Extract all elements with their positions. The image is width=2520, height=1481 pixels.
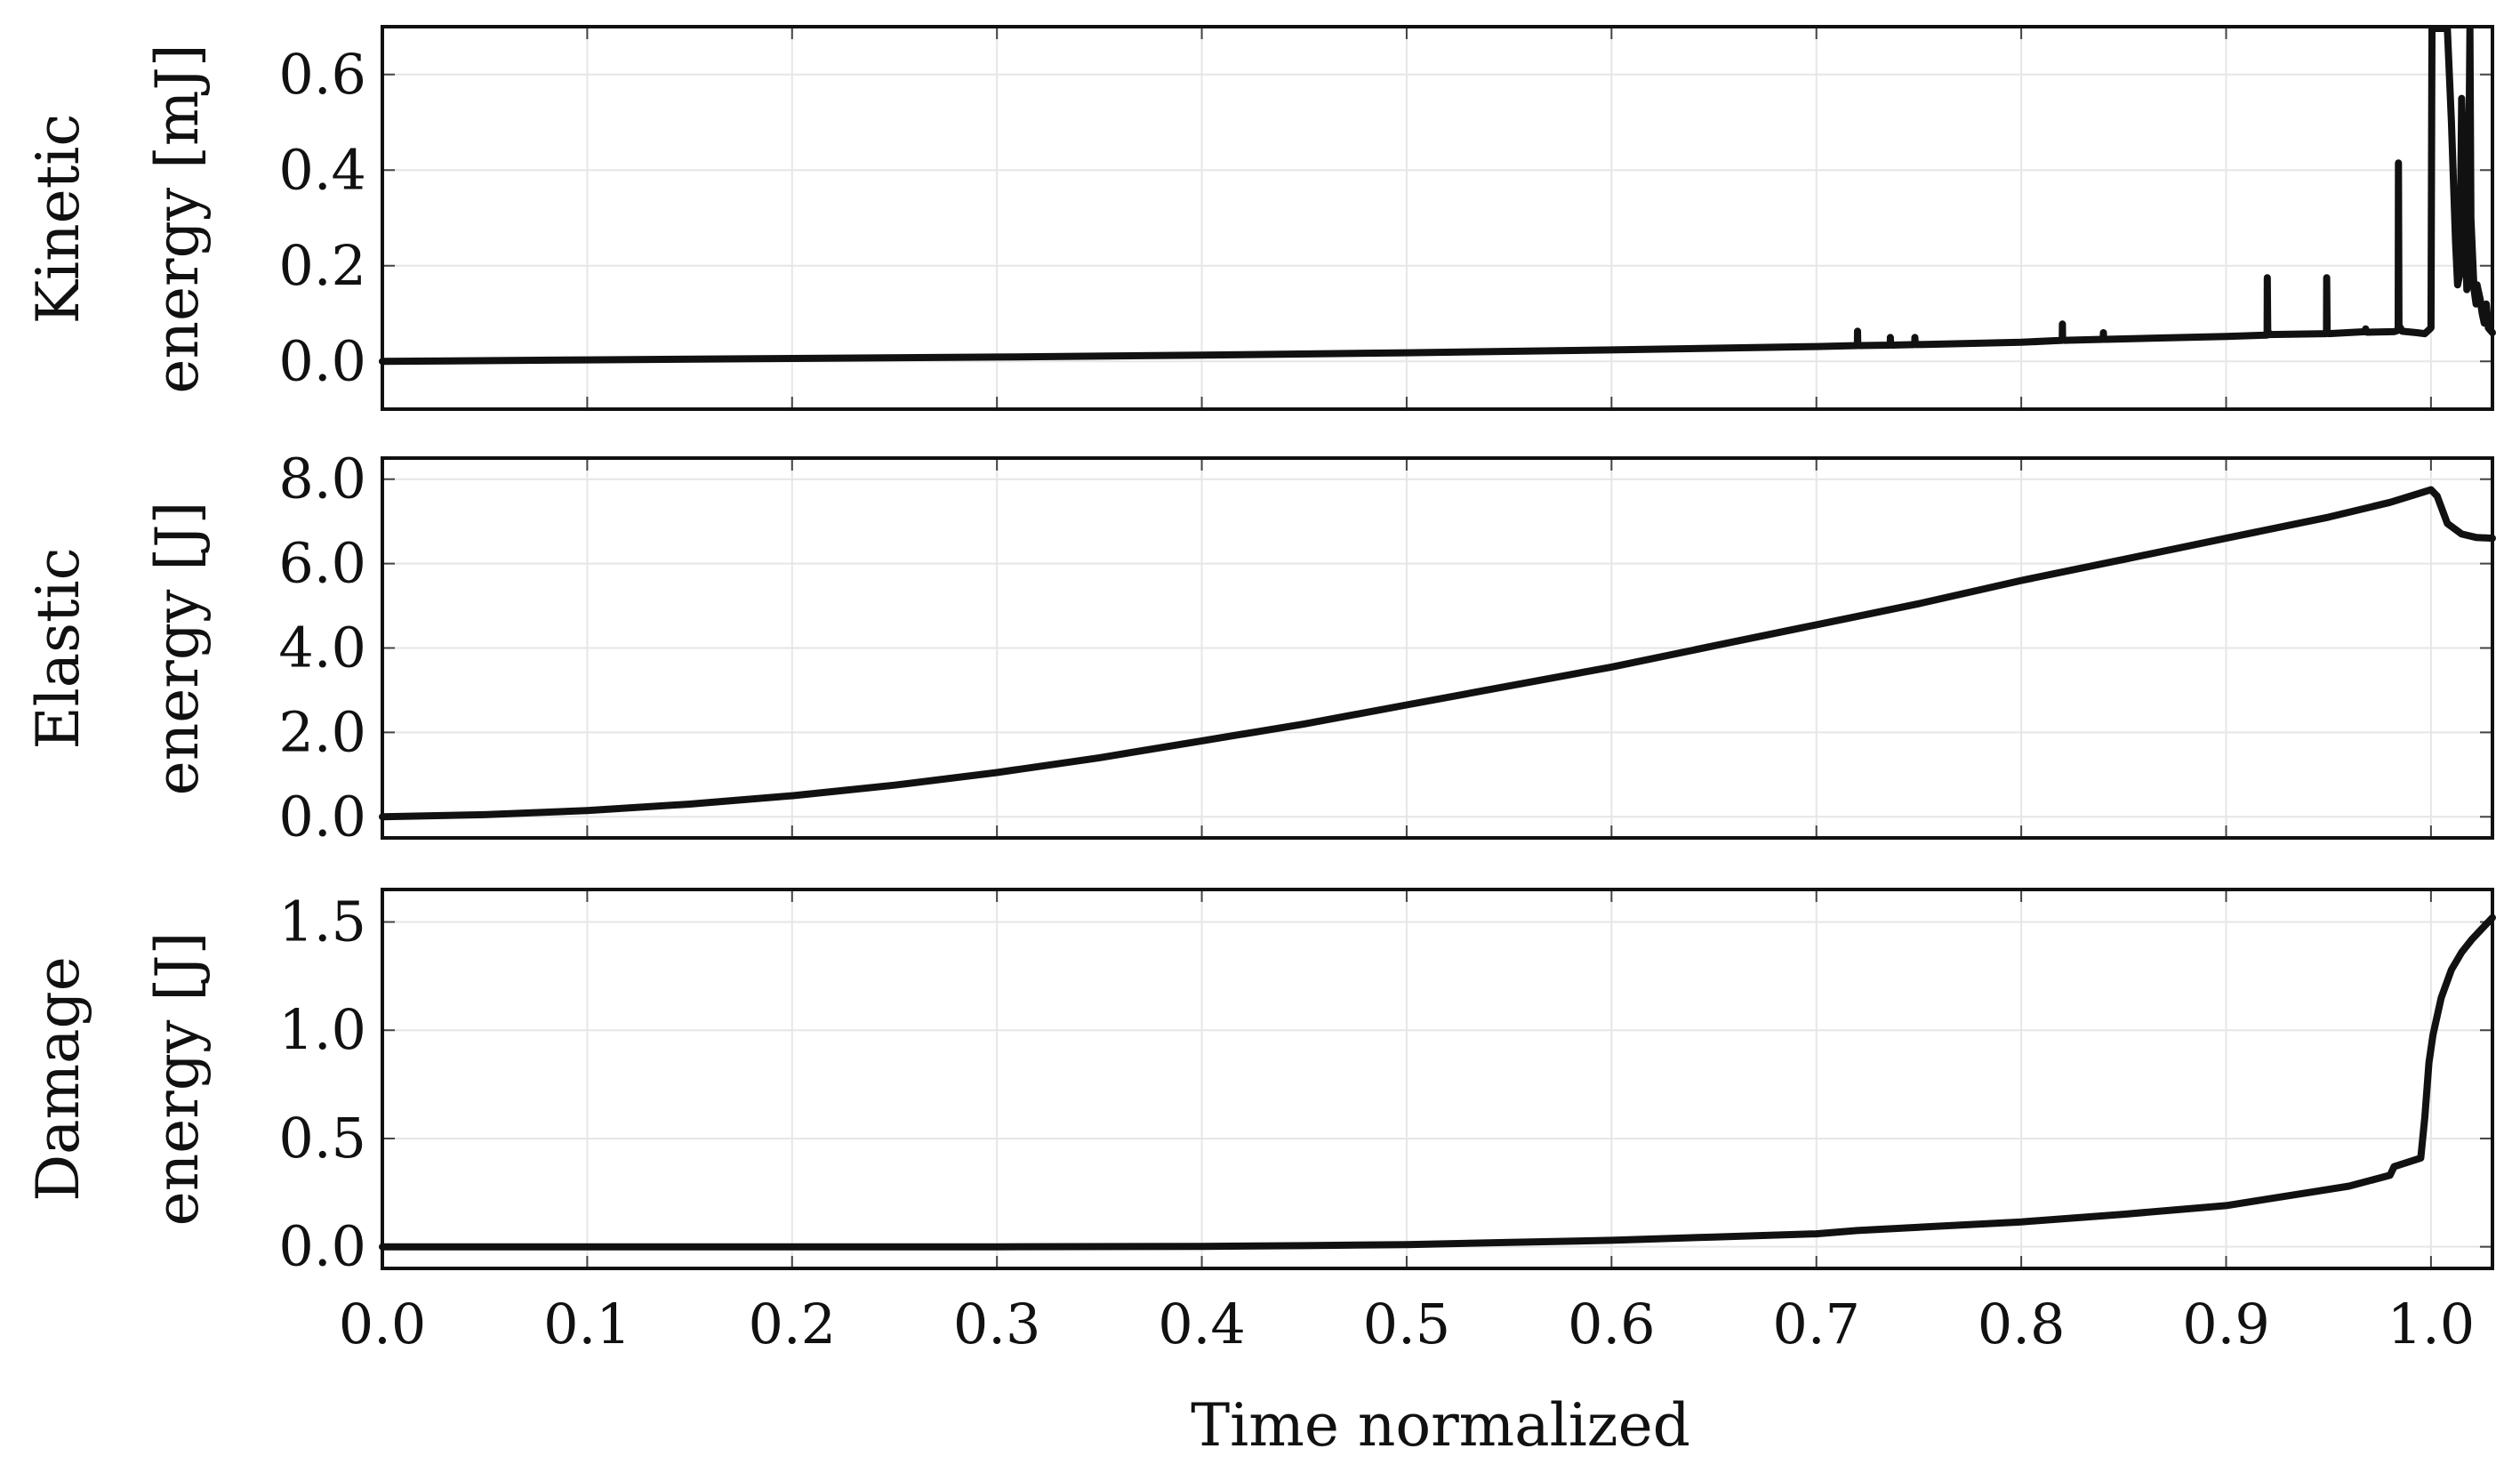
- elastic-energy-y-tick-labels: 0.0 2.0 4.0 6.0 8.0: [278, 447, 366, 849]
- kinetic-energy-y-tick-label: 0.2: [278, 233, 366, 298]
- kinetic-energy-y-label-line-1: Kinetic: [24, 114, 92, 325]
- kinetic-energy-y-tick-label: 0.0: [278, 328, 366, 393]
- elastic-energy-y-label-line-1: Elastic: [24, 547, 92, 749]
- x-tick-label: 0.2: [748, 1292, 836, 1356]
- x-tick-label: 0.5: [1363, 1292, 1451, 1356]
- x-tick-label: 0.9: [2182, 1292, 2270, 1356]
- elastic-energy-y-label-line-2: energy [J]: [143, 502, 212, 796]
- elastic-energy-series-line: [379, 486, 2496, 821]
- kinetic-energy-y-tick-label: 0.6: [278, 42, 366, 107]
- x-tick-label: 0.6: [1568, 1292, 1656, 1356]
- kinetic-energy-panel: 0.0 0.2 0.4 0.6 Kinetic energy [mJ]: [24, 25, 2496, 411]
- kinetic-energy-y-label-line-2: energy [mJ]: [143, 44, 212, 393]
- elastic-energy-plot-frame: [381, 456, 2494, 840]
- damage-energy-plot-frame: [381, 888, 2494, 1270]
- damage-energy-y-tick-label: 1.0: [278, 997, 366, 1062]
- elastic-energy-y-tick-label: 6.0: [278, 531, 366, 596]
- damage-energy-x-tick-labels: 0.0 0.1 0.2 0.3 0.4 0.5 0.6 0.7 0.8 0.9 1.0: [339, 1292, 2475, 1356]
- damage-energy-grid: [381, 889, 2492, 1268]
- damage-energy-tick-marks: [381, 889, 2492, 1268]
- x-tick-label: 0.8: [1978, 1292, 2066, 1356]
- x-tick-label: 0.7: [1772, 1292, 1860, 1356]
- damage-energy-y-tick-label: 0.0: [278, 1214, 366, 1279]
- elastic-energy-y-tick-label: 4.0: [278, 616, 366, 680]
- kinetic-energy-series-line: [379, 25, 2496, 366]
- elastic-energy-y-tick-label: 0.0: [278, 784, 366, 849]
- x-tick-label: 0.3: [953, 1292, 1041, 1356]
- kinetic-energy-y-tick-labels: 0.0 0.2 0.4 0.6: [278, 42, 366, 394]
- x-tick-label: 0.4: [1158, 1292, 1246, 1356]
- elastic-energy-tick-marks: [381, 458, 2492, 838]
- kinetic-energy-y-tick-label: 0.4: [278, 137, 366, 202]
- damage-energy-panel: 0.0 0.5 1.0 1.5 0.0 0.1 0.2 0.3 0.4 0.5 0.6 0.7 0.8…: [24, 888, 2496, 1356]
- damage-energy-y-label-line-2: energy [J]: [143, 932, 212, 1227]
- damage-energy-series-line: [379, 914, 2496, 1251]
- damage-energy-y-tick-label: 1.5: [278, 889, 366, 954]
- elastic-energy-grid: [381, 458, 2492, 838]
- elastic-energy-y-tick-label: 8.0: [278, 447, 366, 511]
- elastic-energy-panel: 0.0 2.0 4.0 6.0 8.0 Elastic energy [J]: [24, 447, 2496, 849]
- kinetic-energy-plot-frame: [381, 25, 2494, 411]
- x-axis-label: Time normalized: [1191, 1391, 1690, 1460]
- elastic-energy-y-tick-label: 2.0: [278, 699, 366, 764]
- x-tick-label: 0.1: [543, 1292, 631, 1356]
- damage-energy-y-tick-labels: 0.0 0.5 1.0 1.5: [278, 889, 366, 1279]
- x-tick-label: 0.0: [339, 1292, 427, 1356]
- damage-energy-y-label-line-1: Damage: [24, 956, 92, 1202]
- damage-energy-y-tick-label: 0.5: [278, 1106, 366, 1171]
- x-tick-label: 1.0: [2388, 1292, 2476, 1356]
